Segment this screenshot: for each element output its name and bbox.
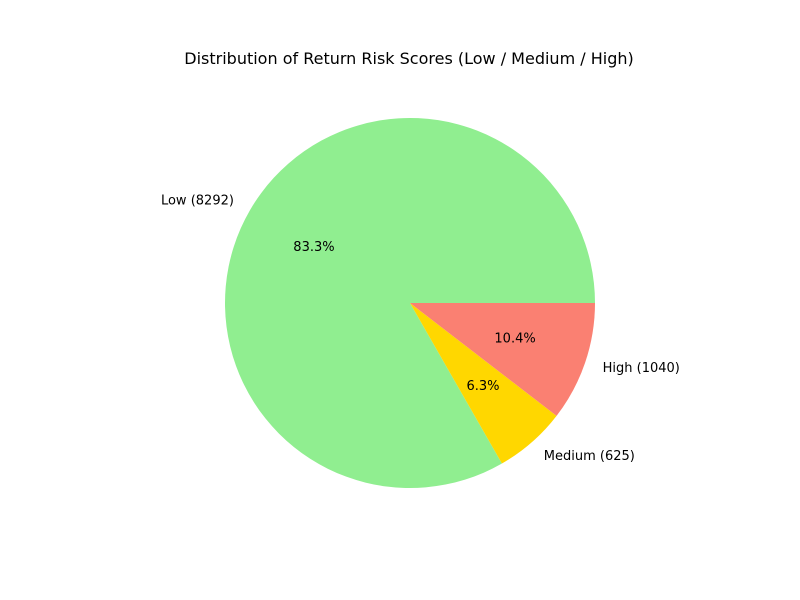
slice-percent-2: 6.3% (466, 379, 499, 394)
pie-slice-1 (225, 117, 595, 488)
chart-title: Distribution of Return Risk Scores (Low … (184, 49, 633, 68)
slice-label-2: Medium (625) (544, 449, 635, 464)
pie-slice-3 (410, 303, 595, 416)
pie-labels: Low (8292) 83.3% Medium (625) 6.3% High (104… (161, 193, 680, 463)
slice-label-3: High (1040) (603, 361, 680, 376)
slice-percent-3: 10.4% (494, 331, 535, 346)
pie-slice-2 (410, 303, 557, 464)
slice-label-1: Low (8292) (161, 193, 234, 208)
pie-slices (225, 117, 595, 488)
slice-percent-1: 83.3% (293, 240, 334, 255)
